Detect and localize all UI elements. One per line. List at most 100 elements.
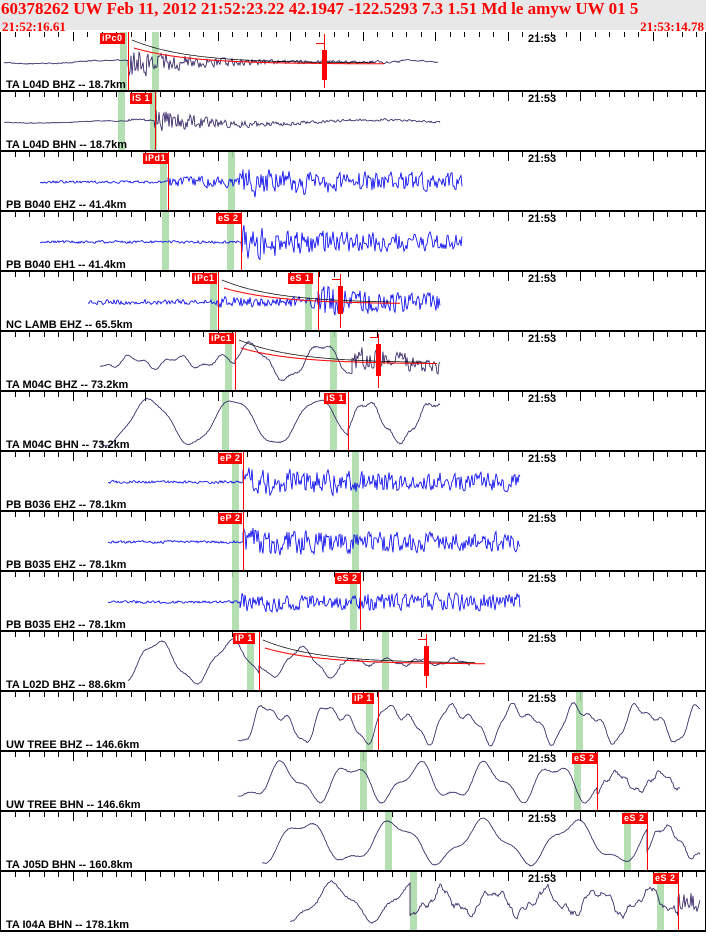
phase-pick-label[interactable]: eS 2 [335, 573, 360, 584]
trace-row[interactable]: iPc1 21:53 TA M04C BHZ -- 73.2km [0, 332, 706, 392]
coda-fit-line [264, 647, 485, 665]
trace-plot-area[interactable]: eP 2 21:53 PB B036 EHZ -- 78.1km [0, 452, 706, 510]
trace-plot-area[interactable]: eS 2 21:53 TA I04A BHN -- 178.1km [0, 872, 706, 930]
trace-row[interactable]: eP 2 21:53 PB B036 EHZ -- 78.1km [0, 452, 706, 512]
phase-pick-line[interactable] [647, 812, 648, 870]
trace-row[interactable]: iPd1 21:53 PB B040 EHZ -- 41.4km [0, 152, 706, 212]
amplitude-marker-bar[interactable] [322, 50, 327, 80]
phase-pick-line[interactable] [378, 692, 379, 750]
row-left-border [0, 572, 1, 630]
phase-pick-label[interactable]: eS 2 [653, 873, 678, 884]
trace-plot-area[interactable]: eS 2 21:53 UW TREE BHN -- 146.6km [0, 752, 706, 810]
predicted-arrival-band [352, 452, 359, 510]
trace-plot-area[interactable]: iP 1 21:53 UW TREE BHZ -- 146.6km [0, 692, 706, 750]
phase-pick-line[interactable] [318, 272, 319, 330]
waveform-trace [261, 817, 701, 867]
coda-fit-line [223, 287, 400, 304]
predicted-arrival-band [382, 632, 389, 690]
phase-pick-label[interactable]: iS 1 [324, 393, 347, 404]
row-left-border [0, 332, 1, 390]
phase-pick-line[interactable] [348, 392, 349, 450]
phase-pick-label[interactable]: eS 2 [216, 213, 241, 224]
phase-pick-line[interactable] [235, 332, 236, 390]
phase-pick-line[interactable] [218, 272, 219, 330]
phase-pick-label[interactable]: iPd1 [143, 153, 169, 164]
amplitude-marker-bar[interactable] [376, 344, 381, 376]
phase-pick-label[interactable]: eS 2 [572, 753, 597, 764]
phase-pick-line[interactable] [168, 152, 169, 210]
phase-pick-line[interactable] [243, 512, 244, 570]
predicted-arrival-band [350, 572, 357, 630]
row-separator [0, 270, 706, 272]
waveform-trace [88, 279, 441, 316]
trace-plot-area[interactable]: iP 1 21:53 TA L02D BHZ -- 88.6km [0, 632, 706, 690]
predicted-arrival-band [222, 392, 229, 450]
trace-plot-area[interactable]: iS 1 21:53 TA M04C BHN -- 73.2km [0, 392, 706, 450]
station-channel-label: TA M04C BHN -- 73.2km [6, 439, 130, 450]
phase-pick-label[interactable]: eS 1 [288, 273, 313, 284]
trace-plot-area[interactable]: eP 2 21:53 PB B035 EHZ -- 78.1km [0, 512, 706, 570]
row-left-border [0, 872, 1, 930]
row-left-border [0, 812, 1, 870]
phase-pick-line[interactable] [360, 572, 361, 630]
station-channel-label: PB B036 EHZ -- 78.1km [6, 499, 127, 510]
predicted-arrival-band [330, 392, 337, 450]
phase-pick-line[interactable] [678, 872, 679, 930]
trace-row[interactable]: eS 2 21:53 PB B035 EH2 -- 78.1km [0, 572, 706, 632]
phase-pick-line[interactable] [241, 212, 242, 270]
phase-pick-line[interactable] [259, 632, 260, 690]
row-left-border [0, 512, 1, 570]
trace-row[interactable]: eP 2 21:53 PB B035 EHZ -- 78.1km [0, 512, 706, 572]
predicted-arrival-band [574, 752, 581, 810]
trace-row[interactable]: iP 1 21:53 UW TREE BHZ -- 146.6km [0, 692, 706, 752]
phase-pick-line[interactable] [155, 92, 156, 150]
phase-pick-label[interactable]: iP 1 [233, 633, 255, 644]
phase-pick-label[interactable]: eS 2 [622, 813, 647, 824]
trace-row[interactable]: eS 2 21:53 UW TREE BHN -- 146.6km [0, 752, 706, 812]
trace-plot-area[interactable]: eS 2 21:53 PB B035 EH2 -- 78.1km [0, 572, 706, 630]
station-channel-label: TA J05D BHN -- 160.8km [6, 859, 133, 870]
waveform-trace [238, 760, 681, 804]
row-separator [0, 570, 706, 572]
minute-time-label: 21:53 [528, 213, 557, 225]
trace-row[interactable]: iP 1 21:53 TA L02D BHZ -- 88.6km [0, 632, 706, 692]
phase-pick-label[interactable]: iS 1 [130, 93, 153, 104]
trace-plot-area[interactable]: iPc1 21:53 TA M04C BHZ -- 73.2km [0, 332, 706, 390]
phase-pick-line[interactable] [128, 32, 129, 90]
trace-row[interactable]: eS 2 21:53 TA J05D BHN -- 160.8km [0, 812, 706, 872]
trace-plot-area[interactable]: iPc0 21:53 TA L04D BHZ -- 18.7km [0, 32, 706, 90]
station-channel-label: PB B040 EHZ -- 41.4km [6, 199, 127, 210]
trace-row[interactable]: iS 1 21:53 TA M04C BHN -- 73.2km [0, 392, 706, 452]
waveform-trace [3, 110, 441, 131]
phase-pick-label[interactable]: iPc1 [209, 333, 234, 344]
phase-pick-label[interactable]: iP 1 [352, 693, 374, 704]
trace-plot-area[interactable]: eS 2 21:53 TA J05D BHN -- 160.8km [0, 812, 706, 870]
phase-pick-line[interactable] [597, 752, 598, 810]
phase-pick-label[interactable]: eP 2 [218, 513, 243, 524]
trace-row[interactable]: eS 2 21:53 TA I04A BHN -- 178.1km [0, 872, 706, 932]
phase-pick-label[interactable]: iPc1 [192, 273, 217, 284]
coda-envelope-curve [221, 279, 390, 303]
phase-pick-label[interactable]: eP 2 [218, 453, 243, 464]
row-separator [0, 930, 706, 932]
minute-time-label: 21:53 [528, 513, 557, 525]
minute-time-label: 21:53 [528, 453, 557, 465]
trace-plot-area[interactable]: iPc1 eS 1 21:53 NC LAMB EHZ -- 65.5km [0, 272, 706, 330]
phase-pick-line[interactable] [243, 452, 244, 510]
trace-row[interactable]: iPc1 eS 1 21:53 NC LAMB EHZ -- 65.5km [0, 272, 706, 332]
amplitude-marker-bar[interactable] [338, 286, 343, 314]
trace-plot-area[interactable]: iS 1 21:53 TA L04D BHN -- 18.7km [0, 92, 706, 150]
trace-row[interactable]: iPc0 21:53 TA L04D BHZ -- 18.7km [0, 32, 706, 92]
trace-plot-area[interactable]: iPd1 21:53 PB B040 EHZ -- 41.4km [0, 152, 706, 210]
row-separator [0, 510, 706, 512]
trace-row[interactable]: eS 2 21:53 PB B040 EH1 -- 41.4km [0, 212, 706, 272]
trace-row[interactable]: iS 1 21:53 TA L04D BHN -- 18.7km [0, 92, 706, 152]
phase-pick-label[interactable]: iPc0 [100, 33, 125, 44]
minute-time-label: 21:53 [528, 93, 557, 105]
row-left-border [0, 32, 1, 90]
waveform-trace [289, 880, 701, 924]
coda-envelope-curve [131, 39, 374, 64]
trace-plot-area[interactable]: eS 2 21:53 PB B040 EH1 -- 41.4km [0, 212, 706, 270]
amplitude-marker-bar[interactable] [424, 646, 429, 676]
event-header: 60378262 UW Feb 11, 2012 21:52:23.22 42.… [0, 0, 706, 34]
